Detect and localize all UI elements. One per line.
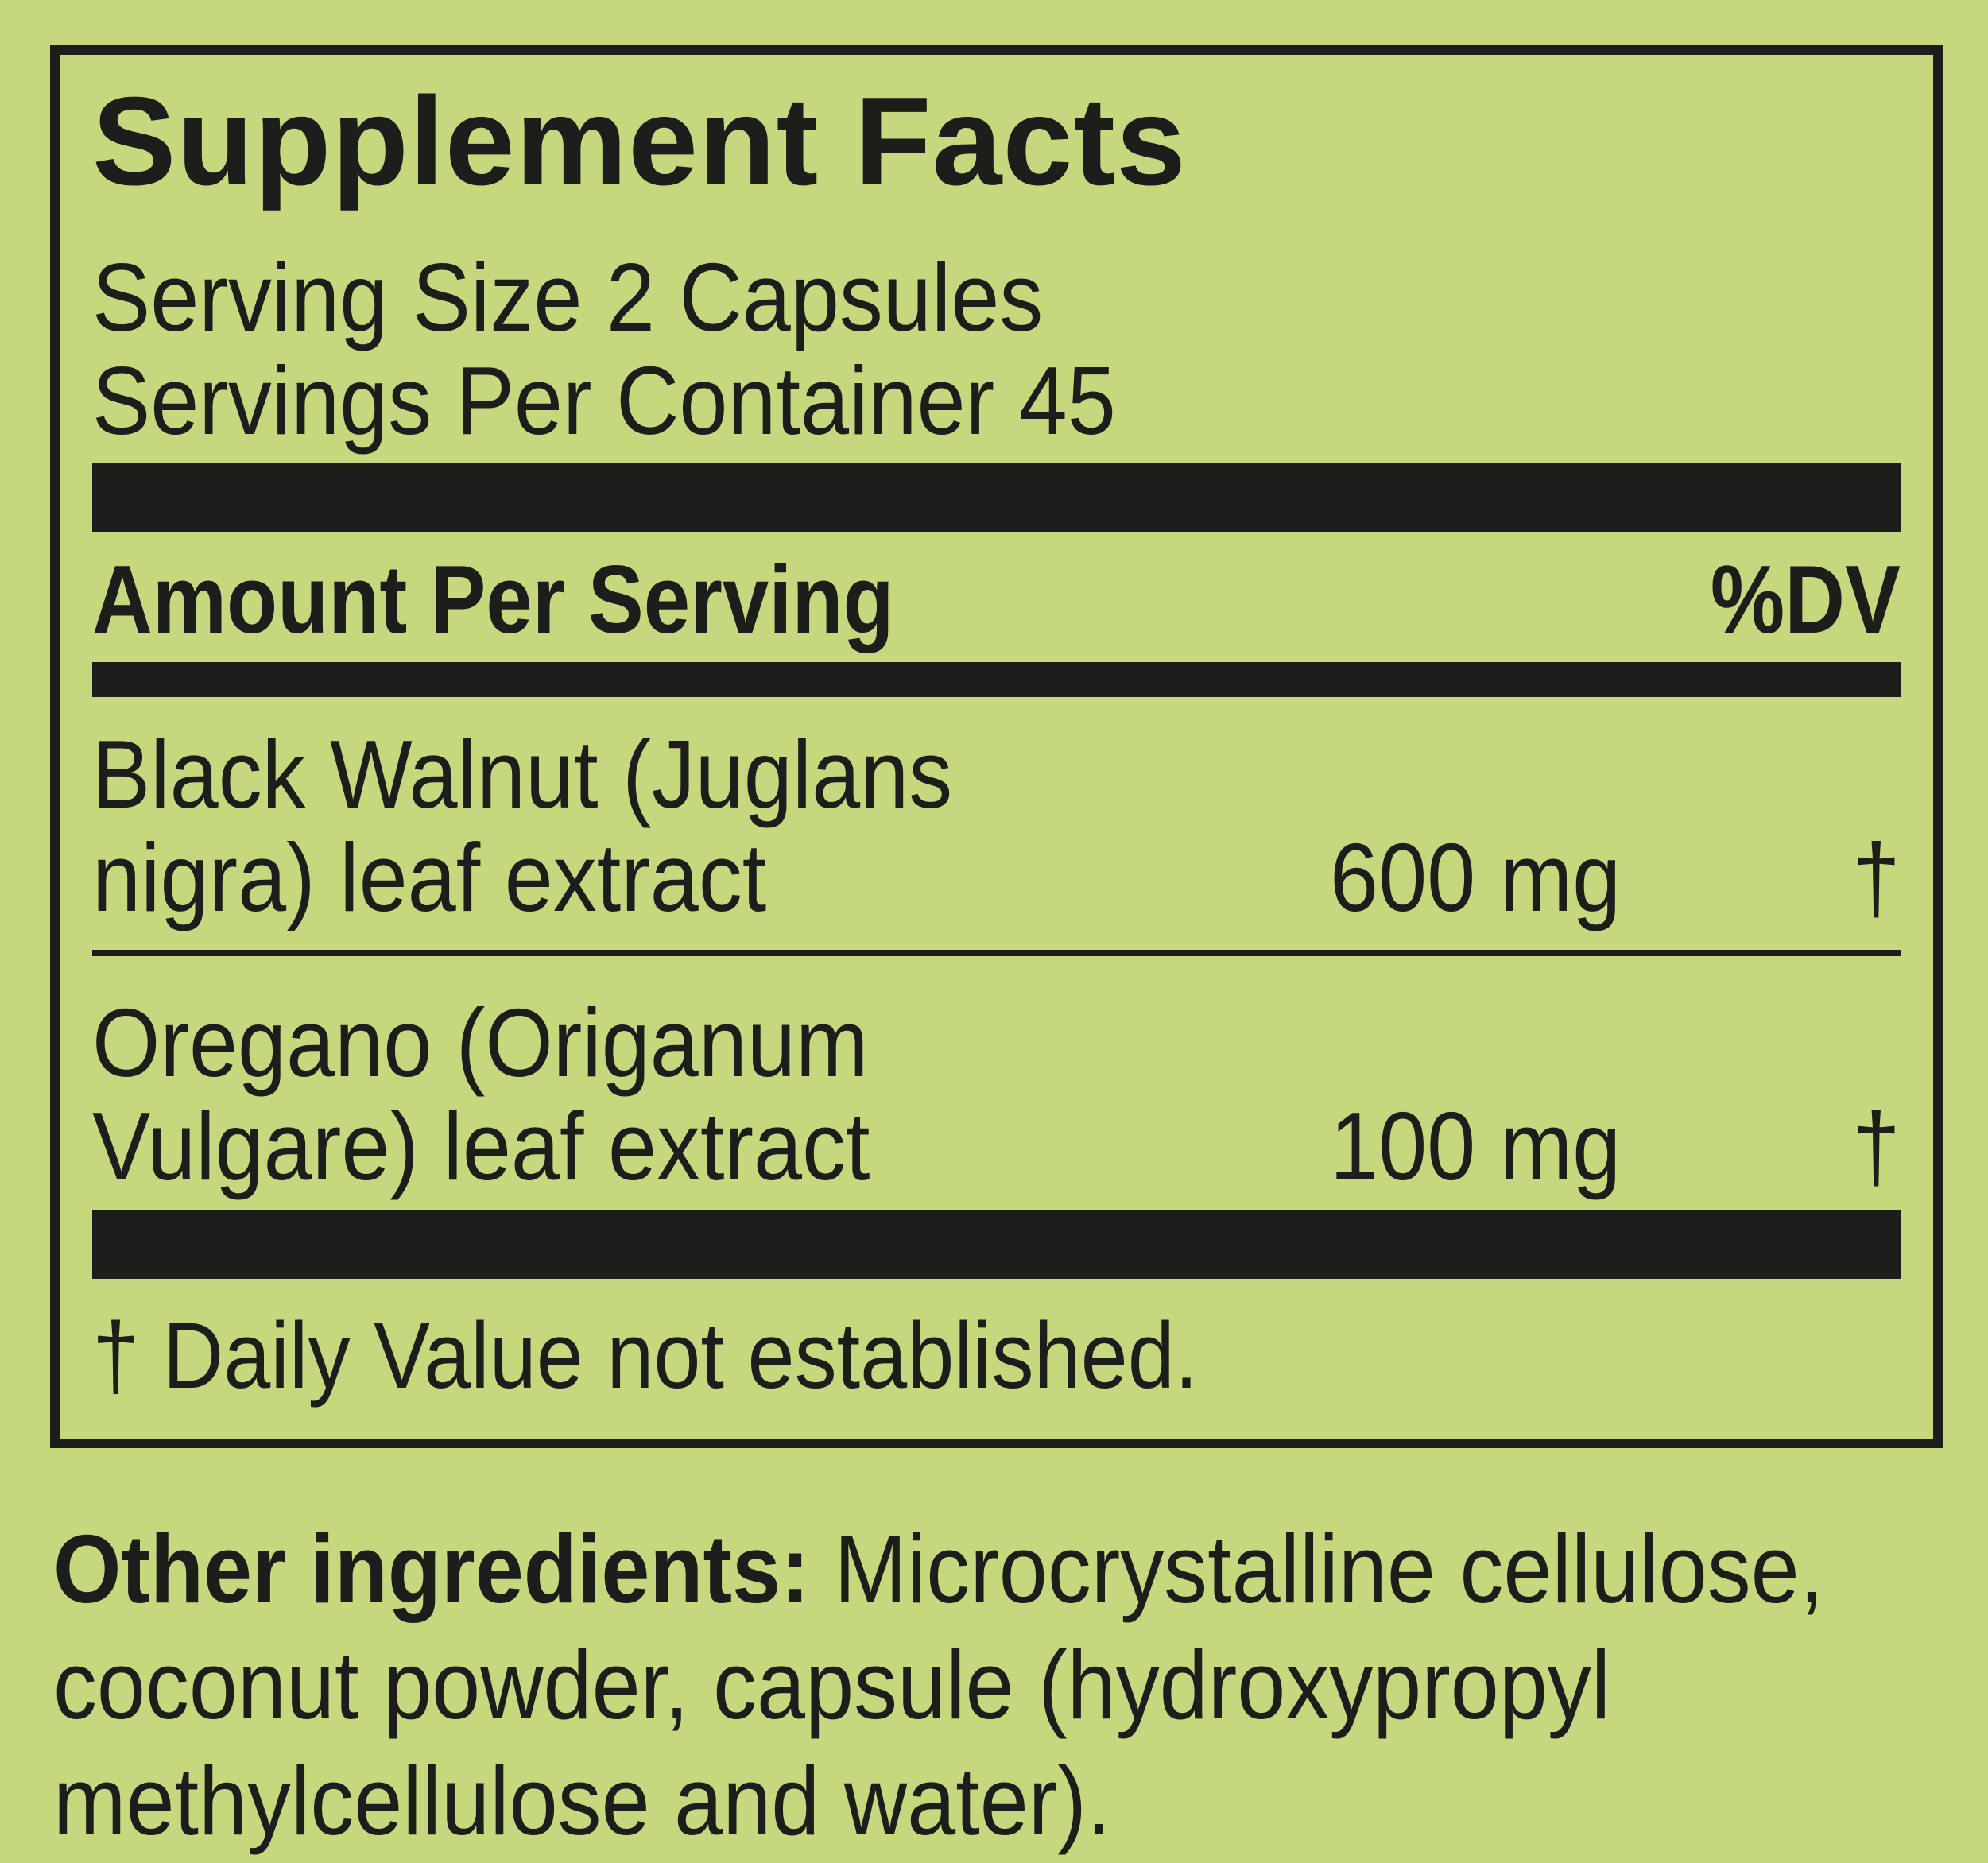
separator-bar-top bbox=[92, 463, 1901, 532]
separator-bar-bottom bbox=[92, 1210, 1901, 1279]
row-divider bbox=[92, 950, 1901, 956]
ingredient-row-oregano: Oregano (Origanum Vulgare) leaf extract … bbox=[92, 991, 1901, 1198]
separator-bar-header bbox=[92, 662, 1901, 697]
ingredient-name-line2: Vulgare) leaf extract bbox=[92, 1092, 870, 1200]
ingredient-name-line2: nigra) leaf extract bbox=[92, 823, 767, 932]
dagger-symbol: † bbox=[1851, 1092, 1901, 1200]
ingredient-amount: 600 mg bbox=[1241, 826, 1621, 929]
ingredient-dv: † bbox=[1606, 1094, 1901, 1198]
ingredient-name-line1: Black Walnut (Juglans bbox=[92, 720, 953, 828]
ingredient-row-black-walnut: Black Walnut (Juglans nigra) leaf extrac… bbox=[92, 722, 1901, 929]
footnote-text: † Daily Value not established. bbox=[92, 1303, 1199, 1408]
serving-size-line: Serving Size 2 Capsules bbox=[92, 246, 1901, 349]
panel-title: Supplement Facts bbox=[92, 72, 1187, 211]
other-ingredients-line1: Other ingredients: Microcrystalline cellu… bbox=[53, 1511, 1961, 1627]
amount-per-serving-label: Amount Per Serving bbox=[92, 545, 894, 653]
ingredient-amount-value: 100 mg bbox=[1330, 1092, 1622, 1200]
other-ingredients-line2: coconut powder, capsule (hydroxypropyl bbox=[53, 1631, 1611, 1739]
other-ingredients-line1-text: Microcrystalline cellulose, bbox=[834, 1515, 1824, 1623]
dagger-symbol: † bbox=[1851, 823, 1901, 932]
other-ingredients-label: Other ingredients: bbox=[53, 1515, 810, 1623]
other-ingredients-line3: methylcellulose and water). bbox=[53, 1747, 1111, 1855]
other-ingredients: Other ingredients: Microcrystalline cellu… bbox=[53, 1511, 1961, 1859]
servings-per-container-line: Servings Per Container 45 bbox=[92, 349, 1901, 452]
column-header-row: Amount Per Serving %DV bbox=[92, 548, 1901, 651]
ingredient-name-line1: Oregano (Origanum bbox=[92, 989, 869, 1097]
ingredient-name: Black Walnut (Juglans nigra) leaf extrac… bbox=[92, 722, 1241, 929]
serving-size-text: Serving Size 2 Capsules bbox=[92, 243, 1044, 351]
ingredient-dv: † bbox=[1606, 826, 1901, 929]
ingredient-name: Oregano (Origanum Vulgare) leaf extract bbox=[92, 991, 1241, 1198]
ingredient-amount-value: 600 mg bbox=[1330, 823, 1622, 932]
footnote: † Daily Value not established. bbox=[92, 1304, 1901, 1408]
percent-dv-label: %DV bbox=[1710, 545, 1901, 653]
ingredient-amount: 100 mg bbox=[1241, 1094, 1621, 1198]
supplement-facts-panel: Supplement Facts Serving Size 2 Capsules… bbox=[50, 45, 1943, 1448]
servings-per-container-text: Servings Per Container 45 bbox=[92, 347, 1116, 455]
